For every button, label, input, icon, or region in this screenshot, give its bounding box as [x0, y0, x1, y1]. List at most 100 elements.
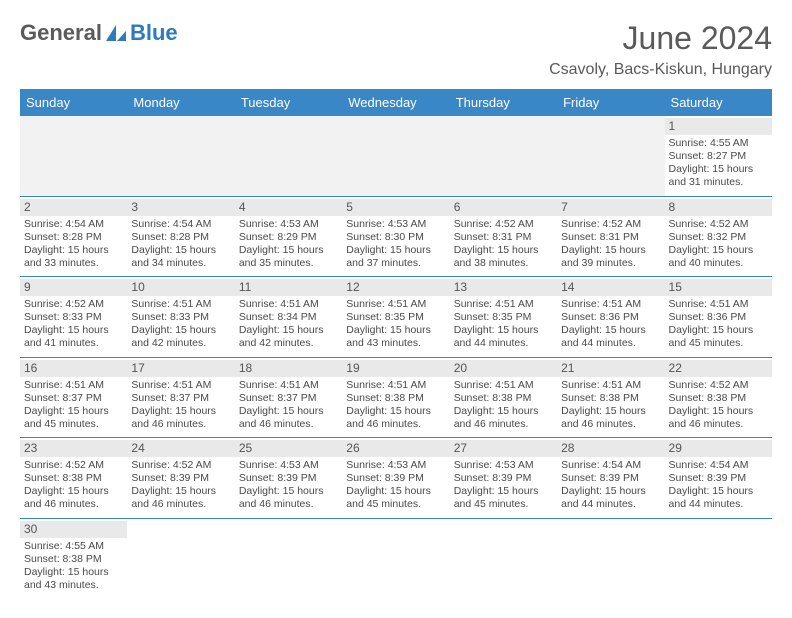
- day-number: 20: [450, 360, 557, 377]
- calendar-cell: 26 Sunrise: 4:53 AMSunset: 8:39 PMDayligh…: [342, 438, 449, 519]
- calendar-cell: 21 Sunrise: 4:51 AMSunset: 8:38 PMDayligh…: [557, 357, 664, 438]
- day-number: 24: [127, 440, 234, 457]
- day-number: 19: [342, 360, 449, 377]
- calendar-cell: 29 Sunrise: 4:54 AMSunset: 8:39 PMDayligh…: [665, 438, 772, 519]
- day-number: 15: [665, 279, 772, 296]
- day-details: Sunrise: 4:53 AMSunset: 8:39 PMDaylight:…: [239, 459, 338, 512]
- calendar-cell: 23 Sunrise: 4:52 AMSunset: 8:38 PMDayligh…: [20, 438, 127, 519]
- title-block: June 2024 Csavoly, Bacs-Kiskun, Hungary: [549, 20, 772, 79]
- weekday-header: Friday: [557, 89, 664, 116]
- calendar-cell: 16Sunrise: 4:51 AMSunset: 8:37 PMDayligh…: [20, 357, 127, 438]
- calendar-cell: 30 Sunrise: 4:55 AMSunset: 8:38 PMDayligh…: [20, 518, 127, 598]
- calendar-cell: 9 Sunrise: 4:52 AMSunset: 8:33 PMDaylight…: [20, 277, 127, 358]
- calendar-cell-empty: [235, 116, 342, 196]
- day-number: 23: [20, 440, 127, 457]
- calendar-cell: 28 Sunrise: 4:54 AMSunset: 8:39 PMDayligh…: [557, 438, 664, 519]
- day-number: 21: [557, 360, 664, 377]
- day-details: Sunrise: 4:53 AMSunset: 8:39 PMDaylight:…: [454, 459, 553, 512]
- day-number: 1: [665, 118, 772, 135]
- day-details: Sunrise: 4:51 AMSunset: 8:38 PMDaylight:…: [561, 379, 660, 432]
- day-details: Sunrise: 4:54 AMSunset: 8:28 PMDaylight:…: [24, 218, 123, 271]
- day-details: Sunrise: 4:52 AMSunset: 8:33 PMDaylight:…: [24, 298, 123, 351]
- calendar-cell: 25 Sunrise: 4:53 AMSunset: 8:39 PMDayligh…: [235, 438, 342, 519]
- day-number: 17: [127, 360, 234, 377]
- day-number: 28: [557, 440, 664, 457]
- calendar-cell: 19Sunrise: 4:51 AMSunset: 8:38 PMDayligh…: [342, 357, 449, 438]
- day-details: Sunrise: 4:52 AMSunset: 8:39 PMDaylight:…: [131, 459, 230, 512]
- calendar-cell: 22Sunrise: 4:52 AMSunset: 8:38 PMDayligh…: [665, 357, 772, 438]
- weekday-header: Monday: [127, 89, 234, 116]
- calendar-cell-empty: [127, 116, 234, 196]
- calendar-cell: 12Sunrise: 4:51 AMSunset: 8:35 PMDayligh…: [342, 277, 449, 358]
- calendar-body: 1Sunrise: 4:55 AMSunset: 8:27 PMDaylight…: [20, 116, 772, 598]
- day-number: 5: [342, 199, 449, 216]
- day-details: Sunrise: 4:51 AMSunset: 8:37 PMDaylight:…: [239, 379, 338, 432]
- day-details: Sunrise: 4:51 AMSunset: 8:33 PMDaylight:…: [131, 298, 230, 351]
- calendar-cell: 7Sunrise: 4:52 AMSunset: 8:31 PMDaylight…: [557, 196, 664, 277]
- calendar-cell-empty: [127, 518, 234, 598]
- day-details: Sunrise: 4:51 AMSunset: 8:37 PMDaylight:…: [131, 379, 230, 432]
- calendar-row: 9 Sunrise: 4:52 AMSunset: 8:33 PMDaylight…: [20, 277, 772, 358]
- calendar-cell: 5 Sunrise: 4:53 AMSunset: 8:30 PMDaylight…: [342, 196, 449, 277]
- day-details: Sunrise: 4:52 AMSunset: 8:32 PMDaylight:…: [669, 218, 768, 271]
- calendar-cell: 2Sunrise: 4:54 AMSunset: 8:28 PMDaylight…: [20, 196, 127, 277]
- day-number: 12: [342, 279, 449, 296]
- day-details: Sunrise: 4:53 AMSunset: 8:30 PMDaylight:…: [346, 218, 445, 271]
- calendar-cell: 11Sunrise: 4:51 AMSunset: 8:34 PMDayligh…: [235, 277, 342, 358]
- calendar-row: 23 Sunrise: 4:52 AMSunset: 8:38 PMDayligh…: [20, 438, 772, 519]
- logo-text-general: General: [20, 20, 102, 46]
- calendar-cell-empty: [342, 116, 449, 196]
- day-number: 25: [235, 440, 342, 457]
- location-text: Csavoly, Bacs-Kiskun, Hungary: [549, 61, 772, 79]
- calendar-row: 16Sunrise: 4:51 AMSunset: 8:37 PMDayligh…: [20, 357, 772, 438]
- day-details: Sunrise: 4:53 AMSunset: 8:39 PMDaylight:…: [346, 459, 445, 512]
- calendar-cell: 20Sunrise: 4:51 AMSunset: 8:38 PMDayligh…: [450, 357, 557, 438]
- calendar-cell: 3 Sunrise: 4:54 AMSunset: 8:28 PMDaylight…: [127, 196, 234, 277]
- calendar-cell-empty: [557, 116, 664, 196]
- calendar-cell-empty: [450, 518, 557, 598]
- day-number: 13: [450, 279, 557, 296]
- calendar-cell: 4Sunrise: 4:53 AMSunset: 8:29 PMDaylight…: [235, 196, 342, 277]
- day-details: Sunrise: 4:52 AMSunset: 8:38 PMDaylight:…: [669, 379, 768, 432]
- day-number: 3: [127, 199, 234, 216]
- day-details: Sunrise: 4:55 AMSunset: 8:38 PMDaylight:…: [24, 540, 123, 593]
- day-details: Sunrise: 4:51 AMSunset: 8:36 PMDaylight:…: [669, 298, 768, 351]
- day-details: Sunrise: 4:54 AMSunset: 8:39 PMDaylight:…: [669, 459, 768, 512]
- day-number: 30: [20, 521, 127, 538]
- calendar-head: SundayMondayTuesdayWednesdayThursdayFrid…: [20, 89, 772, 116]
- day-number: 14: [557, 279, 664, 296]
- day-number: 26: [342, 440, 449, 457]
- calendar-cell: 15 Sunrise: 4:51 AMSunset: 8:36 PMDayligh…: [665, 277, 772, 358]
- day-details: Sunrise: 4:52 AMSunset: 8:38 PMDaylight:…: [24, 459, 123, 512]
- day-details: Sunrise: 4:51 AMSunset: 8:36 PMDaylight:…: [561, 298, 660, 351]
- calendar-cell-empty: [557, 518, 664, 598]
- day-number: 27: [450, 440, 557, 457]
- day-number: 9: [20, 279, 127, 296]
- day-number: 18: [235, 360, 342, 377]
- calendar-cell-empty: [235, 518, 342, 598]
- day-number: 4: [235, 199, 342, 216]
- calendar-cell: 18 Sunrise: 4:51 AMSunset: 8:37 PMDayligh…: [235, 357, 342, 438]
- day-number: 10: [127, 279, 234, 296]
- weekday-header: Sunday: [20, 89, 127, 116]
- calendar-cell: 1Sunrise: 4:55 AMSunset: 8:27 PMDaylight…: [665, 116, 772, 196]
- weekday-header: Wednesday: [342, 89, 449, 116]
- calendar-cell: 17 Sunrise: 4:51 AMSunset: 8:37 PMDayligh…: [127, 357, 234, 438]
- day-details: Sunrise: 4:54 AMSunset: 8:28 PMDaylight:…: [131, 218, 230, 271]
- day-details: Sunrise: 4:51 AMSunset: 8:37 PMDaylight:…: [24, 379, 123, 432]
- calendar-row: 1Sunrise: 4:55 AMSunset: 8:27 PMDaylight…: [20, 116, 772, 196]
- calendar-cell-empty: [665, 518, 772, 598]
- calendar-cell: 13Sunrise: 4:51 AMSunset: 8:35 PMDayligh…: [450, 277, 557, 358]
- day-details: Sunrise: 4:52 AMSunset: 8:31 PMDaylight:…: [454, 218, 553, 271]
- header: General Blue June 2024 Csavoly, Bacs-Kis…: [20, 20, 772, 79]
- calendar-cell: 24 Sunrise: 4:52 AMSunset: 8:39 PMDayligh…: [127, 438, 234, 519]
- calendar-cell: 10 Sunrise: 4:51 AMSunset: 8:33 PMDayligh…: [127, 277, 234, 358]
- day-details: Sunrise: 4:52 AMSunset: 8:31 PMDaylight:…: [561, 218, 660, 271]
- calendar-cell-empty: [450, 116, 557, 196]
- calendar-cell-empty: [342, 518, 449, 598]
- day-number: 6: [450, 199, 557, 216]
- day-details: Sunrise: 4:51 AMSunset: 8:34 PMDaylight:…: [239, 298, 338, 351]
- day-number: 29: [665, 440, 772, 457]
- calendar-row: 30 Sunrise: 4:55 AMSunset: 8:38 PMDayligh…: [20, 518, 772, 598]
- day-details: Sunrise: 4:54 AMSunset: 8:39 PMDaylight:…: [561, 459, 660, 512]
